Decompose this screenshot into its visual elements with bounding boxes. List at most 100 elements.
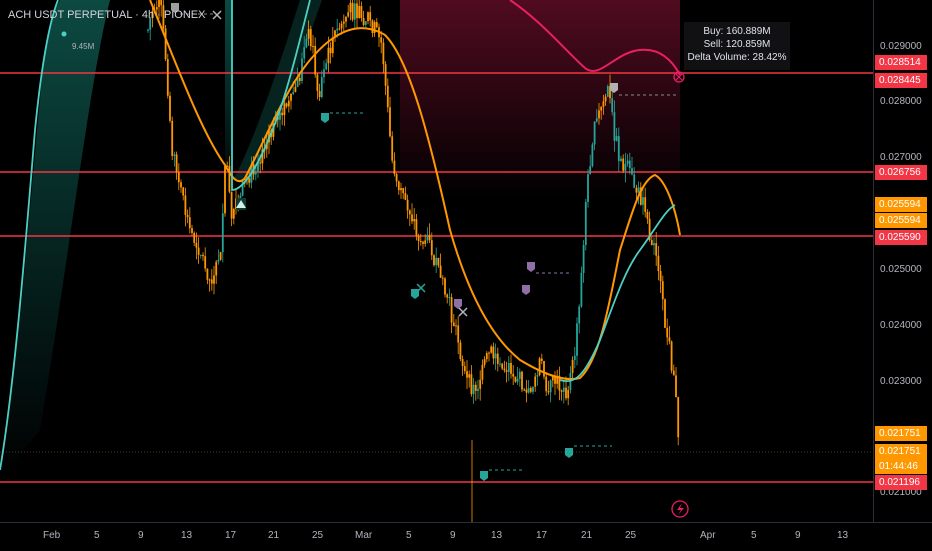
candle-body [609, 86, 611, 99]
candle-body [177, 172, 180, 183]
candle-body [217, 259, 220, 262]
time-label: 17 [225, 530, 237, 541]
candle-body [166, 59, 169, 96]
candle-body [391, 136, 394, 161]
candle-body [356, 3, 358, 19]
candle-body [459, 342, 462, 360]
cross-icon[interactable] [416, 283, 426, 293]
candle-body [367, 12, 369, 22]
candle-body [587, 174, 589, 202]
time-label: Feb [43, 530, 61, 541]
candle-body [648, 218, 651, 241]
candle-body [184, 195, 187, 215]
candle-body [305, 38, 308, 48]
shield-marker-icon[interactable] [565, 448, 573, 458]
slow-moving-average-line[interactable] [149, 0, 681, 381]
candle-body [386, 85, 389, 108]
candle-body [666, 327, 669, 338]
candle-body [573, 355, 576, 360]
candle-body [664, 299, 666, 328]
upper-band-line[interactable] [509, 0, 681, 76]
candle-body [551, 376, 554, 381]
time-label: 17 [536, 530, 548, 541]
time-axis[interactable] [0, 522, 932, 551]
candle-body [670, 341, 673, 371]
candle-body [303, 47, 306, 59]
candle-body [287, 100, 290, 107]
candle-body [494, 353, 497, 359]
candle-body [571, 359, 574, 373]
candle-body [380, 37, 383, 43]
candle-body [675, 375, 677, 398]
candle-body [415, 219, 418, 236]
candle-body [633, 174, 636, 188]
candle-body [637, 187, 640, 193]
candle-body [340, 23, 343, 29]
price-tag: 01:44:46 [875, 459, 927, 474]
candle-body [661, 281, 664, 300]
fast-moving-average-line[interactable] [0, 0, 676, 471]
shield-marker-icon[interactable] [171, 3, 179, 13]
candle-body [169, 95, 171, 121]
candle-body [448, 297, 451, 299]
shield-marker-icon[interactable] [480, 471, 488, 481]
candle-body [402, 188, 405, 194]
candle-body [626, 160, 629, 164]
cross-icon[interactable] [458, 307, 468, 317]
candle-body [567, 389, 570, 399]
candle-body [259, 162, 262, 164]
cross-icon[interactable] [212, 10, 222, 20]
candle-body [439, 265, 442, 278]
candle-body [635, 187, 638, 193]
candle-body [232, 209, 235, 219]
candle-body [435, 257, 438, 266]
price-tag: 0.025594 [875, 197, 927, 212]
candle-body [624, 163, 627, 171]
candle-body [316, 74, 319, 92]
candle-body [338, 28, 341, 30]
tooltip-buy: Buy: 160.889M [703, 26, 771, 37]
candle-body [503, 368, 506, 371]
candle-body [668, 337, 671, 342]
candle-body [466, 371, 468, 378]
time-label: Mar [355, 530, 373, 541]
candle-body [371, 20, 374, 33]
cross-icon[interactable] [673, 71, 685, 83]
candle-body [521, 371, 523, 390]
shield-marker-icon[interactable] [527, 262, 535, 272]
candle-body [604, 96, 607, 102]
candle-body [241, 180, 244, 196]
time-label: 5 [406, 530, 412, 541]
candle-body [329, 47, 332, 54]
flash-icon[interactable] [677, 503, 684, 515]
candle-body [631, 168, 633, 175]
candle-body [221, 213, 224, 253]
candle-body [483, 359, 486, 365]
candle-body [615, 136, 618, 141]
candle-body [404, 193, 407, 200]
candle-body [384, 64, 387, 86]
candle-body [468, 374, 471, 378]
shield-marker-icon[interactable] [610, 83, 618, 93]
candle-body [160, 0, 163, 6]
shield-marker-icon[interactable] [522, 285, 530, 295]
delta-volume-tooltip: Buy: 160.889M Sell: 120.859M Delta Volum… [684, 22, 790, 70]
candle-body [444, 278, 446, 295]
candle-body [375, 22, 378, 28]
time-label: 21 [268, 530, 280, 541]
shield-marker-icon[interactable] [321, 113, 329, 123]
shield-marker-icon[interactable] [454, 299, 462, 309]
flash-icon[interactable] [671, 500, 689, 518]
candle-body [457, 325, 460, 343]
candle-body [224, 166, 226, 214]
candle-body [325, 63, 328, 70]
candle-body [210, 279, 213, 284]
up-arrow-icon[interactable] [236, 200, 246, 208]
candle-body [582, 245, 585, 273]
candle-body [677, 397, 680, 438]
cross-icon[interactable] [675, 73, 683, 81]
candle-body [272, 123, 275, 137]
candle-body [389, 107, 391, 137]
